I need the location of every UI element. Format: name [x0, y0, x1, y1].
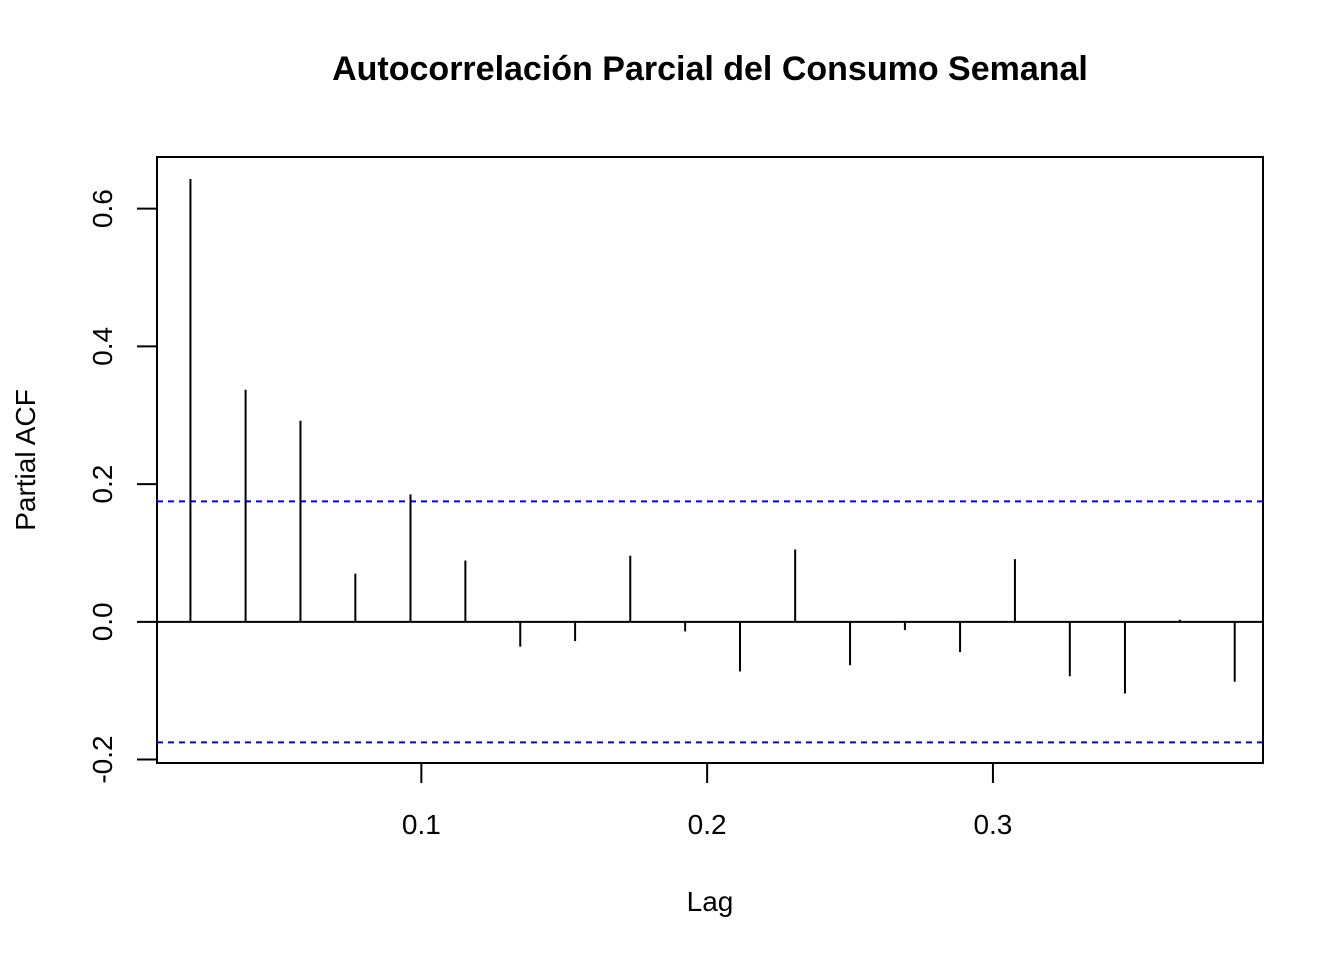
x-tick-label: 0.3	[973, 809, 1012, 840]
y-tick-label: 0.0	[87, 602, 118, 641]
x-tick-label: 0.2	[688, 809, 727, 840]
x-axis-label: Lag	[687, 886, 734, 917]
chart-title: Autocorrelación Parcial del Consumo Sema…	[332, 50, 1088, 88]
y-axis-label: Partial ACF	[10, 389, 41, 531]
y-tick-label: 0.6	[87, 189, 118, 228]
plot-frame	[156, 156, 1264, 764]
y-tick-label: 0.4	[87, 327, 118, 366]
plot-area: 0.1 0.2 0.3 -0.2 0.0 0.2 0.4 0.6	[87, 156, 1264, 840]
y-tick-label: -0.2	[87, 735, 118, 783]
y-tick-label: 0.2	[87, 465, 118, 504]
x-tick-label: 0.1	[402, 809, 441, 840]
